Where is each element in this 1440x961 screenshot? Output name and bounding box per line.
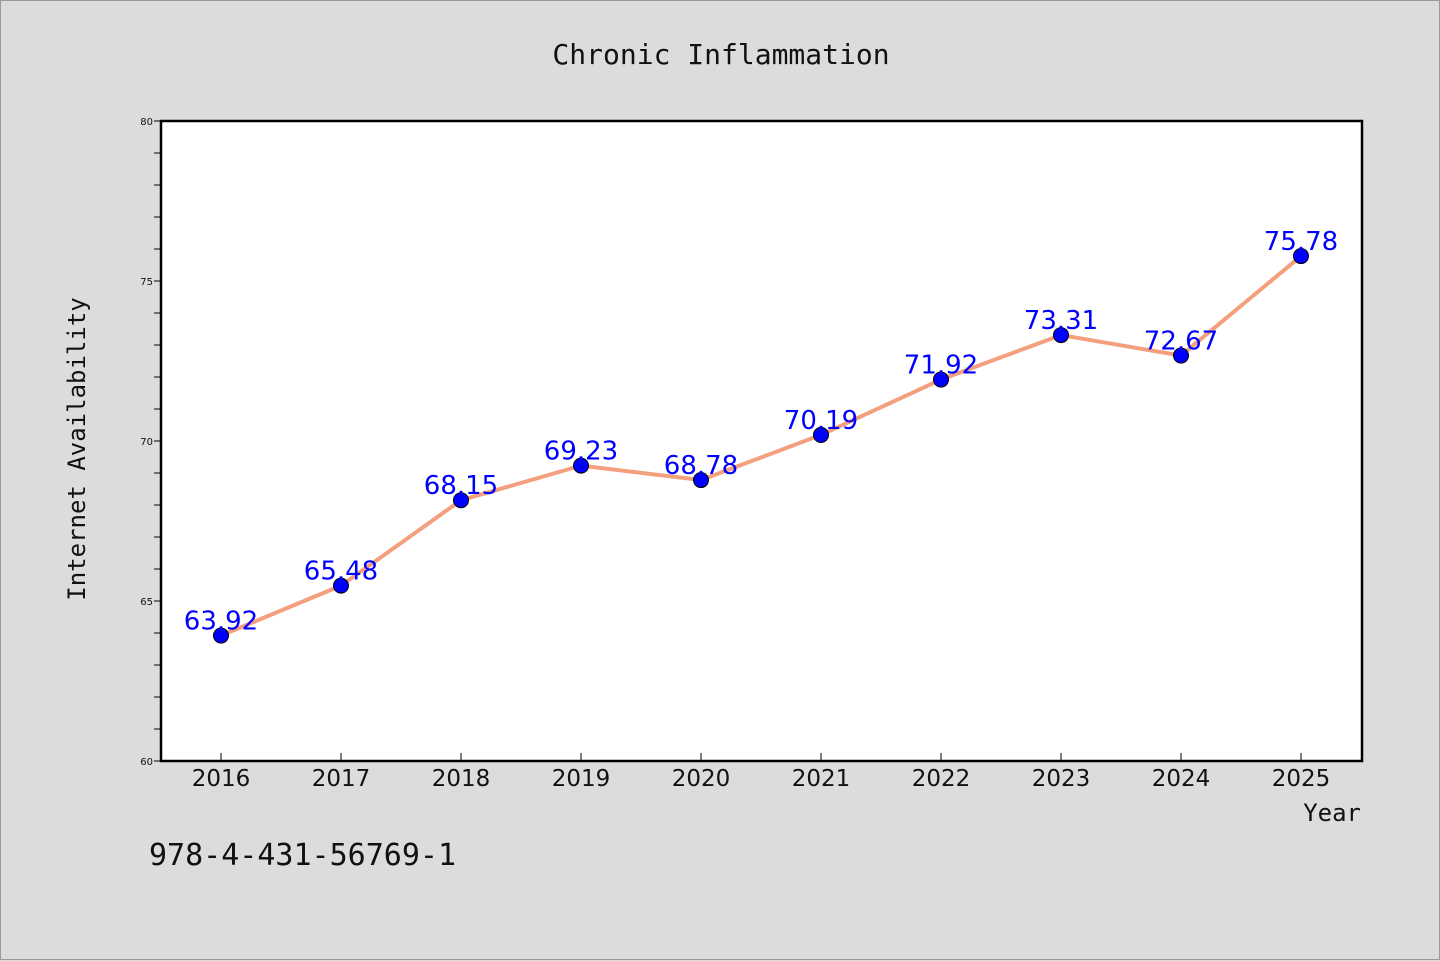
x-tick-label: 2020 [672,766,731,792]
data-label: 69.23 [544,437,618,467]
chart-title: Chronic Inflammation [552,38,889,71]
data-labels: 63.92 65.48 68.15 69.23 68.78 70.19 71.92 73.31… [184,227,1338,637]
data-label: 73.31 [1024,306,1098,336]
x-tick-label: 2018 [432,766,491,792]
data-point [453,492,469,509]
y-axis: 60 65 70 75 80 [140,117,161,768]
data-point [573,457,589,474]
data-label: 75.78 [1264,227,1338,257]
x-tick-label: 2017 [312,766,371,792]
data-label: 63.92 [184,607,258,637]
data-label: 72.67 [1144,327,1218,357]
data-label: 68.15 [424,471,498,501]
y-tick-label: 60 [140,757,153,768]
y-axis-label: Internet Availability [63,297,91,600]
y-tick-label: 80 [140,117,153,128]
x-tick-label: 2022 [912,766,971,792]
series-layer [213,248,1309,644]
data-label: 71.92 [904,351,978,381]
data-point [1293,248,1309,265]
x-tick-label: 2025 [1272,766,1331,792]
x-axis-label: Year [1303,799,1361,827]
x-axis: 2016 2017 2018 2019 2020 2021 2022 2023 2024 2025 [192,753,1331,792]
y-tick-label: 70 [140,437,153,448]
y-tick-label: 65 [140,597,153,608]
footer-code: 978-4-431-56769-1 [149,838,456,873]
data-point [933,371,949,388]
series-line [220,254,1303,638]
data-point [813,426,829,443]
data-label: 65.48 [304,557,378,587]
x-tick-label: 2023 [1032,766,1091,792]
data-point [333,577,349,594]
data-point [693,472,709,489]
data-point [213,627,229,644]
x-tick-label: 2016 [192,766,251,792]
x-tick-label: 2024 [1152,766,1211,792]
data-label: 68.78 [664,451,738,481]
x-tick-label: 2021 [792,766,851,792]
data-point [1053,327,1069,344]
data-point [1173,347,1189,364]
y-tick-label: 75 [140,277,153,288]
plot-area [159,119,1364,763]
data-label: 70.19 [784,406,858,436]
x-tick-label: 2019 [552,766,611,792]
